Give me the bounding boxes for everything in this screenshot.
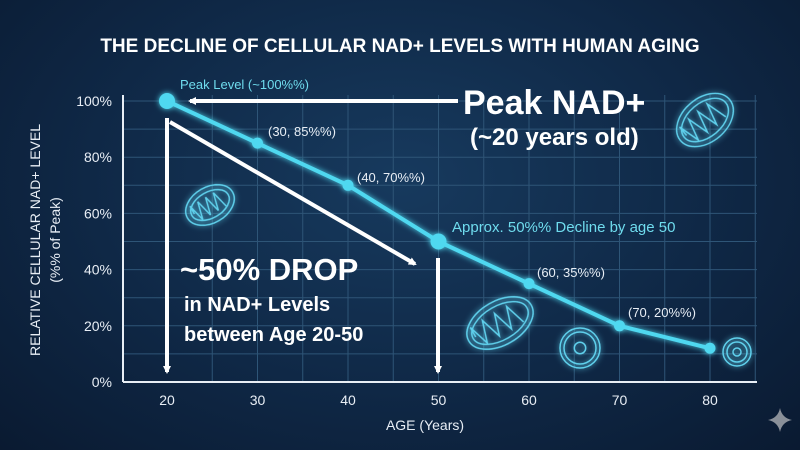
y-tick-label: 100% [76,93,112,109]
sparkle-icon [768,408,792,432]
data-point-50 [430,233,447,250]
drop-line2: between Age 20-50 [184,324,363,346]
label-40: (40, 70%%) [357,170,425,185]
peak-title: Peak NAD+ [463,84,645,122]
label-70: (70, 20%%) [628,305,696,320]
chart-title: THE DECLINE OF CELLULAR NAD+ LEVELS WITH… [100,36,699,57]
x-tick-label: 20 [159,392,175,408]
data-point-30 [252,137,263,149]
label-60: (60, 35%%) [537,265,605,280]
drop-title: ~50% DROP [180,252,358,287]
y-axis-label: RELATIVE CELLULAR NAD+ LEVEL [27,124,43,356]
y-tick-label: 0% [92,374,112,390]
x-tick-label: 80 [702,392,718,408]
cell-icon [559,327,601,369]
data-point-40 [342,179,354,191]
label-peak: Peak Level (~100%%) [180,77,309,92]
data-point-70 [614,320,625,332]
x-axis-label: AGE (Years) [386,417,464,433]
x-tick-label: 50 [431,392,447,408]
cell-icon [722,337,752,367]
data-point-80 [704,342,716,354]
y-tick-label: 40% [84,262,112,278]
x-tick-label: 70 [612,392,628,408]
series-line [159,93,716,354]
y-tick-label: 60% [84,205,112,221]
diagonal-arrow [168,120,417,266]
data-point-60 [523,278,535,290]
x-tick-label: 40 [340,392,356,408]
y-tick-label: 80% [84,149,112,165]
mitochondria-icon [185,183,235,227]
data-point-20 [159,93,175,109]
mitochondria-icon [466,296,534,350]
decorative-icons [185,92,752,369]
y-axis-sublabel: (%% of Peak) [47,197,63,283]
y-tick-label: 20% [84,318,112,334]
x-tick-label: 60 [521,392,537,408]
mitochondria-icon [675,92,735,148]
peak-subtitle: (~20 years old) [470,124,639,151]
label-30: (30, 85%%) [268,124,336,139]
drop-line1: in NAD+ Levels [184,294,330,316]
label-50: Approx. 50%% Decline by age 50 [452,219,675,236]
x-tick-label: 30 [250,392,266,408]
